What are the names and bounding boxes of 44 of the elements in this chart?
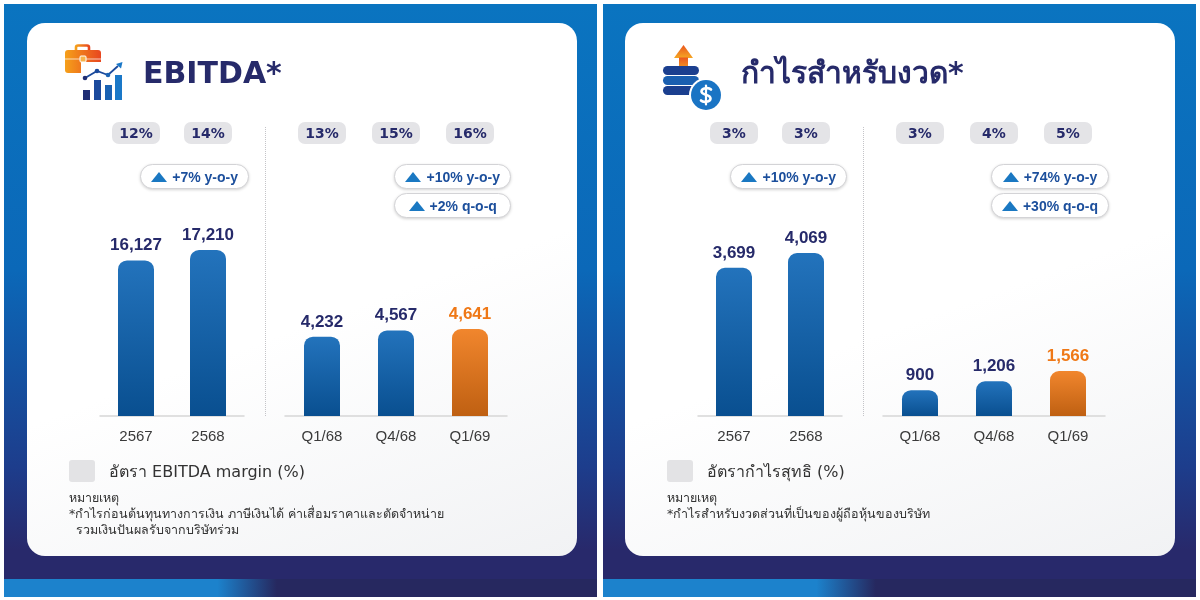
data-label: 4,069 xyxy=(784,228,828,247)
data-label: 16,127 xyxy=(110,235,162,255)
text: +10% y-o-y xyxy=(762,168,836,185)
x-tick-label: Q1/68 xyxy=(899,427,941,444)
text: หมายเหตุ xyxy=(69,490,119,506)
chart-title: กำไรสำหรับงวด* xyxy=(741,54,964,92)
data-label: 17,210 xyxy=(182,225,234,244)
text: 13% xyxy=(305,125,339,141)
data-label: 4,641 xyxy=(448,304,492,323)
text: 15% xyxy=(379,125,413,141)
text: 12% xyxy=(119,125,153,141)
x-tick-label: Q4/68 xyxy=(375,427,417,444)
chart-title: EBITDA* xyxy=(143,54,282,92)
x-tick-label: 2567 xyxy=(717,427,751,444)
data-label: 4,567 xyxy=(374,305,418,325)
data-label: 1,206 xyxy=(972,356,1016,376)
text: *กำไรก่อนต้นทุนทางการเงิน ภาษีเงินได้ ค่าเสื่อมราคาและตัดจำหน่าย รวมเงินปันผลรับจากบริษัทร่วม xyxy=(69,506,446,538)
text: อัตรากำไรสุทธิ (%) xyxy=(707,460,845,484)
text: 5% xyxy=(1056,125,1080,141)
text: 4% xyxy=(982,125,1006,141)
data-label: 4,232 xyxy=(300,311,344,331)
text: *กำไรสำหรับงวดส่วนที่เป็นของผู้ถือหุ้นของบริษัท xyxy=(667,506,932,522)
text: 3% xyxy=(722,125,746,141)
data-label: 3,699 xyxy=(712,242,756,262)
x-tick-label: Q1/69 xyxy=(1047,427,1089,444)
text: 14% xyxy=(191,125,225,141)
text: +2% q-o-q xyxy=(429,197,497,214)
data-label: 900 xyxy=(905,365,935,385)
x-tick-label: Q1/68 xyxy=(301,427,343,444)
x-tick-label: 2567 xyxy=(119,427,153,444)
x-tick-label: 2568 xyxy=(789,427,823,444)
text: 3% xyxy=(908,125,932,141)
text: อัตรา EBITDA margin (%) xyxy=(109,460,305,483)
text: หมายเหตุ xyxy=(667,490,717,506)
x-tick-label: 2568 xyxy=(191,427,225,444)
x-tick-label: Q4/68 xyxy=(973,427,1015,444)
text: +10% y-o-y xyxy=(426,168,500,185)
text: +7% y-o-y xyxy=(172,168,238,185)
text: +30% q-o-q xyxy=(1022,197,1098,214)
x-tick-label: Q1/69 xyxy=(449,427,491,444)
text: 16% xyxy=(453,125,487,141)
data-label: 1,566 xyxy=(1046,346,1090,365)
text: +74% y-o-y xyxy=(1023,168,1098,185)
text: 3% xyxy=(794,125,818,141)
